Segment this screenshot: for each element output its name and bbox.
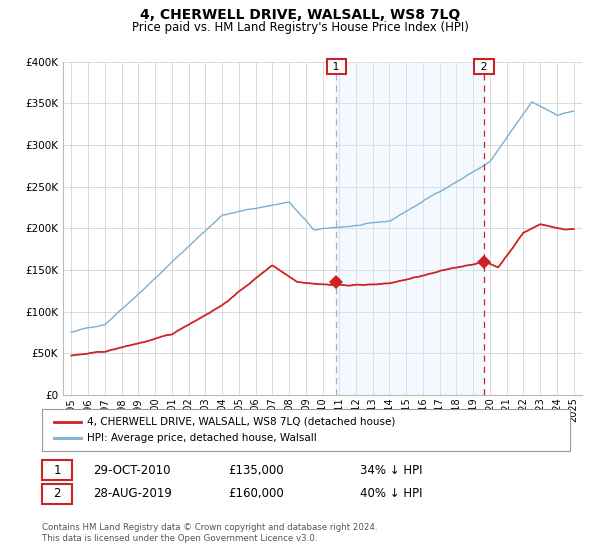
Text: 2: 2 xyxy=(477,62,491,72)
Text: 28-AUG-2019: 28-AUG-2019 xyxy=(93,487,172,501)
Text: 4, CHERWELL DRIVE, WALSALL, WS8 7LQ: 4, CHERWELL DRIVE, WALSALL, WS8 7LQ xyxy=(140,8,460,22)
Text: Price paid vs. HM Land Registry's House Price Index (HPI): Price paid vs. HM Land Registry's House … xyxy=(131,21,469,34)
Text: 1: 1 xyxy=(53,464,61,477)
Text: £135,000: £135,000 xyxy=(228,464,284,477)
Text: 4, CHERWELL DRIVE, WALSALL, WS8 7LQ (detached house): 4, CHERWELL DRIVE, WALSALL, WS8 7LQ (det… xyxy=(87,417,395,427)
Bar xyxy=(337,62,484,395)
Text: 2: 2 xyxy=(53,487,61,501)
Text: HPI: Average price, detached house, Walsall: HPI: Average price, detached house, Wals… xyxy=(87,433,317,443)
Text: 29-OCT-2010: 29-OCT-2010 xyxy=(93,464,170,477)
Text: This data is licensed under the Open Government Licence v3.0.: This data is licensed under the Open Gov… xyxy=(42,534,317,543)
Text: £160,000: £160,000 xyxy=(228,487,284,501)
Text: Contains HM Land Registry data © Crown copyright and database right 2024.: Contains HM Land Registry data © Crown c… xyxy=(42,523,377,532)
Text: 40% ↓ HPI: 40% ↓ HPI xyxy=(360,487,422,501)
Text: 1: 1 xyxy=(329,62,343,72)
Text: 34% ↓ HPI: 34% ↓ HPI xyxy=(360,464,422,477)
